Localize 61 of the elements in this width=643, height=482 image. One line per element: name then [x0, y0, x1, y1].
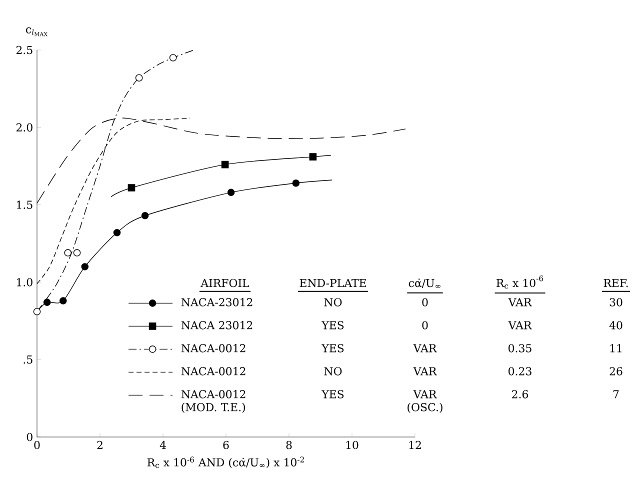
- y-tick-label: 0: [26, 432, 32, 442]
- text: VAR: [508, 321, 532, 330]
- text: REF.: [604, 279, 628, 288]
- point: [135, 74, 143, 82]
- annotation: YES: [322, 390, 344, 398]
- point: [81, 263, 89, 270]
- x-tick-label: 4: [160, 440, 166, 449]
- annotation: VAR (OSC.): [408, 390, 442, 413]
- y-tick-label: 2.5: [16, 46, 32, 54]
- text: 40: [609, 321, 622, 330]
- legend-label: NACA 23012: [181, 321, 252, 330]
- text: VAR: [508, 298, 532, 306]
- text: R$_{c}$ x 10$^{-6}$: [496, 276, 544, 289]
- text: 2.6: [512, 390, 528, 398]
- text: 0: [422, 298, 428, 306]
- legend-label: NACA-0012: [181, 344, 246, 352]
- legend-label: NACA-0012 (MOD. T.E.): [181, 390, 246, 413]
- text: 26: [610, 367, 622, 376]
- point: [169, 54, 177, 62]
- annotation: END-PLATE: [300, 279, 366, 288]
- annotation: cα̇/U$_{∞}$: [408, 278, 440, 288]
- point: [128, 184, 136, 192]
- point: [221, 160, 229, 168]
- y-tick-label: 1.5: [17, 200, 32, 209]
- point: [64, 249, 72, 256]
- text: 7: [613, 390, 619, 398]
- annotation: VAR: [413, 367, 437, 376]
- annotation: YES: [322, 321, 344, 330]
- x-tick-label: 8: [286, 440, 292, 450]
- point: [43, 298, 51, 306]
- point: [227, 188, 235, 196]
- text: 11: [610, 344, 622, 352]
- x-tick-label: 10: [346, 440, 358, 450]
- point: [141, 212, 149, 220]
- text: 0.35: [508, 344, 532, 352]
- annotation: YES: [322, 344, 344, 352]
- point: [59, 297, 67, 304]
- x-tick-label: 12: [409, 440, 421, 449]
- point: [292, 179, 300, 187]
- legend-label: NACA-0012: [181, 367, 246, 376]
- point: [309, 153, 317, 160]
- x-axis-title: R$_{c}$ x 10$^{-6}$ AND (cα̇/U$_{∞}$) x 10$^{-2}$: [147, 456, 304, 468]
- y-tick-label: 2.0: [16, 123, 32, 132]
- text: 30: [610, 298, 622, 306]
- point: [113, 229, 121, 236]
- line-series: [110, 154, 332, 198]
- text: 0: [422, 321, 428, 330]
- y-tick-label: 1.0: [17, 278, 32, 286]
- y-tick-label: .5: [24, 356, 32, 364]
- annotation: NO: [324, 367, 342, 376]
- legend-label: NACA-23012: [181, 298, 252, 306]
- point: [73, 249, 81, 256]
- annotation: VAR: [413, 344, 437, 352]
- text: 0.23: [508, 367, 532, 376]
- x-tick-label: 0: [34, 440, 40, 450]
- annotation: AIRFOIL: [200, 278, 250, 288]
- x-tick-label: 2: [97, 440, 102, 449]
- annotation: NO: [324, 298, 342, 306]
- y-axis-title: $\mathrm{c}_{l_{\mathrm{MAX}}}$: [26, 27, 48, 36]
- point: [33, 308, 41, 316]
- x-tick-label: 6: [223, 440, 229, 450]
